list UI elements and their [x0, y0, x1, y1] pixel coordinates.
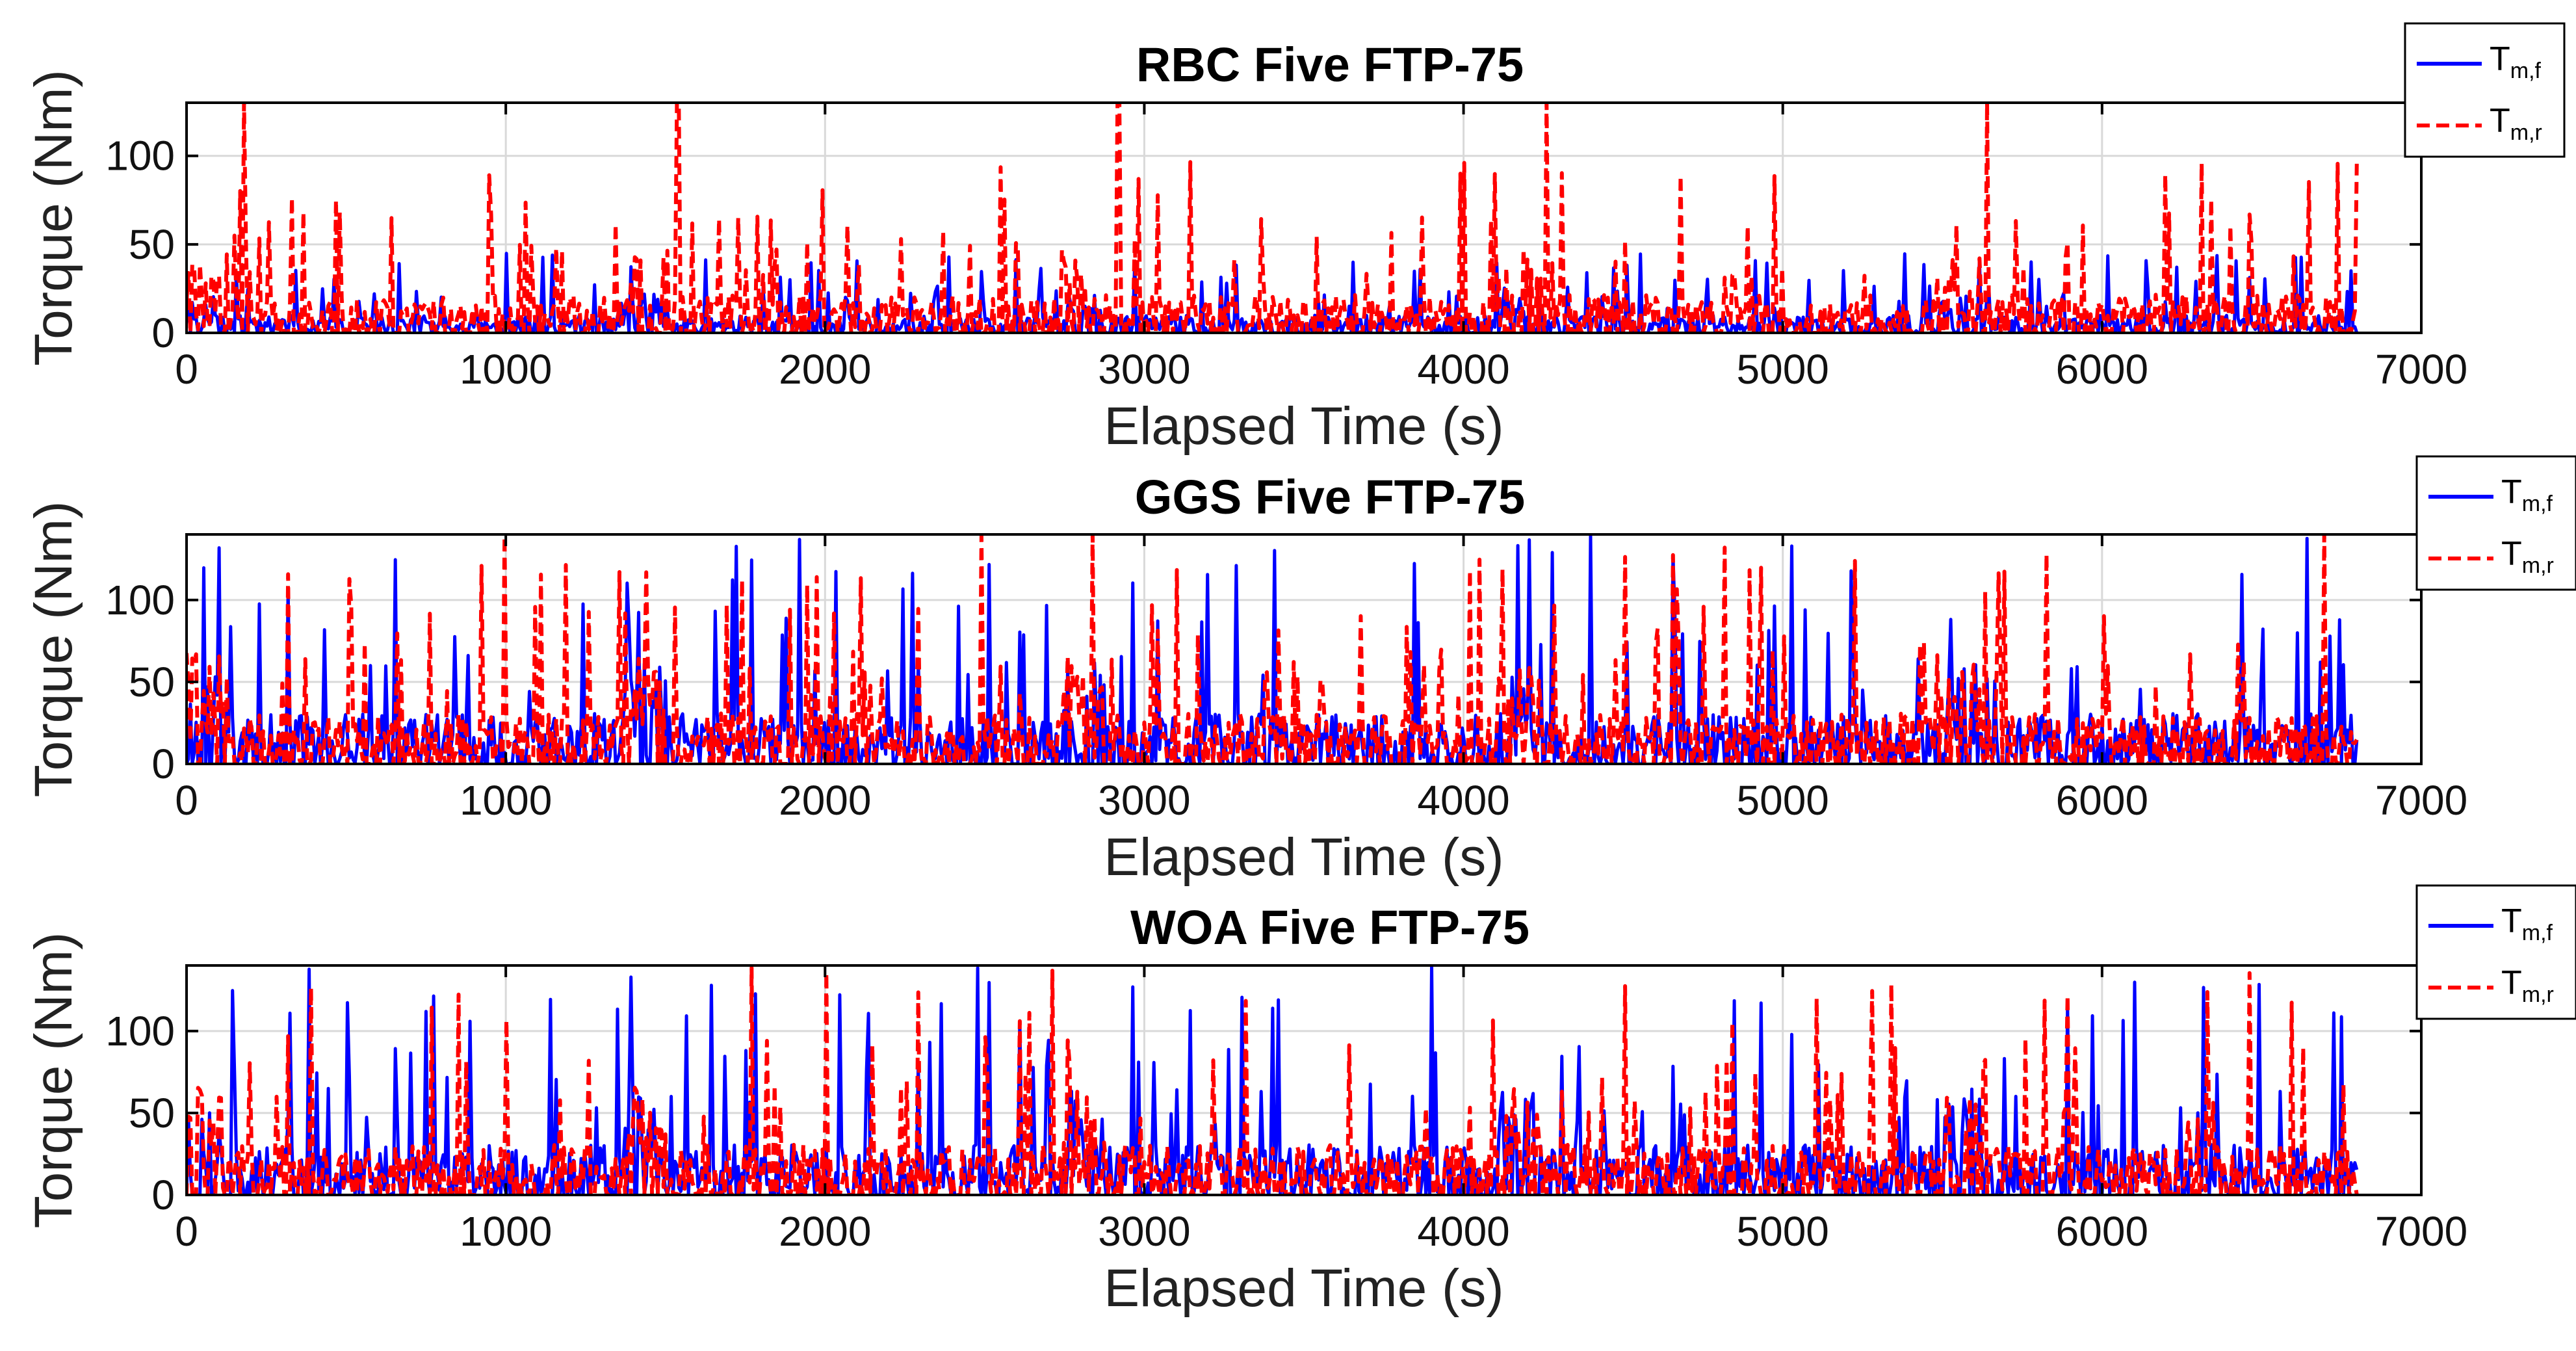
legend: Tm,fTm,r: [2415, 884, 2576, 1020]
legend-label-front: Tm,f: [2501, 473, 2553, 516]
x-tick-label: 1000: [460, 1208, 552, 1255]
series-rear-torque-line: [187, 534, 2359, 764]
legend-box: [2404, 22, 2566, 158]
x-tick-label: 4000: [1417, 777, 1509, 824]
x-tick-label: 2000: [779, 777, 871, 824]
y-tick-label: 0: [151, 741, 175, 787]
series-front-torque-line: [187, 965, 2359, 1195]
x-tick-label: 6000: [2056, 1208, 2148, 1255]
panel-rbc: 0 1000 2000 3000 4000 5000 6000 7000 0 50 100 RBC F…: [24, 22, 2566, 456]
legend-label-base: T: [2501, 473, 2522, 511]
legend-label-subscript: m,r: [2510, 120, 2542, 145]
x-tick-label: 1000: [460, 777, 552, 824]
y-axis-label: Torque (Nm): [24, 501, 83, 798]
legend-box: [2415, 455, 2576, 591]
y-axis-label: Torque (Nm): [24, 932, 83, 1229]
x-tick-label: 2000: [779, 1208, 871, 1255]
legend-label-base: T: [2490, 102, 2510, 140]
series-rear-torque-line: [187, 965, 2359, 1195]
x-tick-label: 4000: [1417, 1208, 1509, 1255]
y-tick-label: 100: [105, 133, 175, 179]
x-tick-label: 7000: [2375, 346, 2467, 393]
legend-label-subscript: m,f: [2522, 921, 2553, 945]
x-axis-label: Elapsed Time (s): [1104, 828, 1503, 887]
legend-label-rear: Tm,r: [2490, 102, 2542, 145]
x-tick-label: 1000: [460, 346, 552, 393]
x-axis-label: Elapsed Time (s): [1104, 397, 1503, 456]
series-rear-torque-line: [187, 103, 2359, 333]
x-tick-label: 0: [175, 1208, 198, 1255]
x-tick-label: 7000: [2375, 1208, 2467, 1255]
panel-ggs: 0 1000 2000 3000 4000 5000 6000 7000 0 50 100 GGS F…: [24, 455, 2576, 887]
legend-label-front: Tm,f: [2490, 40, 2542, 83]
legend-label-rear: Tm,r: [2501, 964, 2554, 1007]
x-tick-label: 3000: [1098, 777, 1190, 824]
x-tick-label: 3000: [1098, 1208, 1190, 1255]
legend-label-rear: Tm,r: [2501, 535, 2554, 578]
x-tick-label: 4000: [1417, 346, 1509, 393]
legend-label-base: T: [2501, 964, 2522, 1002]
chart-title: GGS Five FTP-75: [1135, 470, 1525, 524]
x-tick-label: 0: [175, 346, 198, 393]
y-tick-label: 0: [151, 1172, 175, 1218]
legend-label-base: T: [2501, 902, 2522, 940]
legend-label-subscript: m,f: [2510, 59, 2542, 83]
legend-label-subscript: m,r: [2522, 553, 2554, 578]
legend-box: [2415, 884, 2576, 1020]
x-tick-label: 2000: [779, 346, 871, 393]
legend-label-subscript: m,f: [2522, 492, 2553, 516]
panel-woa: 0 1000 2000 3000 4000 5000 6000 7000 0 50 100 WOA F…: [24, 884, 2576, 1318]
chart-title: RBC Five FTP-75: [1136, 38, 1524, 92]
legend: Tm,fTm,r: [2415, 455, 2576, 591]
y-tick-label: 100: [105, 577, 175, 623]
chart-title: WOA Five FTP-75: [1130, 900, 1529, 954]
x-tick-label: 0: [175, 777, 198, 824]
y-tick-label: 100: [105, 1008, 175, 1055]
x-tick-label: 5000: [1737, 1208, 1829, 1255]
axes-box: [185, 533, 2423, 765]
x-axis-label: Elapsed Time (s): [1104, 1259, 1503, 1318]
legend: Tm,fTm,r: [2404, 22, 2566, 158]
axes-box: [185, 101, 2423, 334]
axes-box: [185, 964, 2423, 1196]
legend-label-base: T: [2501, 535, 2522, 573]
x-tick-label: 3000: [1098, 346, 1190, 393]
legend-label-subscript: m,r: [2522, 982, 2554, 1007]
y-tick-label: 0: [151, 309, 175, 356]
x-tick-label: 5000: [1737, 346, 1829, 393]
x-tick-label: 6000: [2056, 346, 2148, 393]
x-tick-label: 5000: [1737, 777, 1829, 824]
y-tick-label: 50: [129, 1090, 175, 1136]
legend-label-base: T: [2490, 40, 2510, 78]
x-tick-label: 6000: [2056, 777, 2148, 824]
legend-label-front: Tm,f: [2501, 902, 2553, 945]
x-tick-label: 7000: [2375, 777, 2467, 824]
y-axis-label: Torque (Nm): [24, 70, 83, 366]
y-tick-label: 50: [129, 221, 175, 268]
y-tick-label: 50: [129, 659, 175, 705]
